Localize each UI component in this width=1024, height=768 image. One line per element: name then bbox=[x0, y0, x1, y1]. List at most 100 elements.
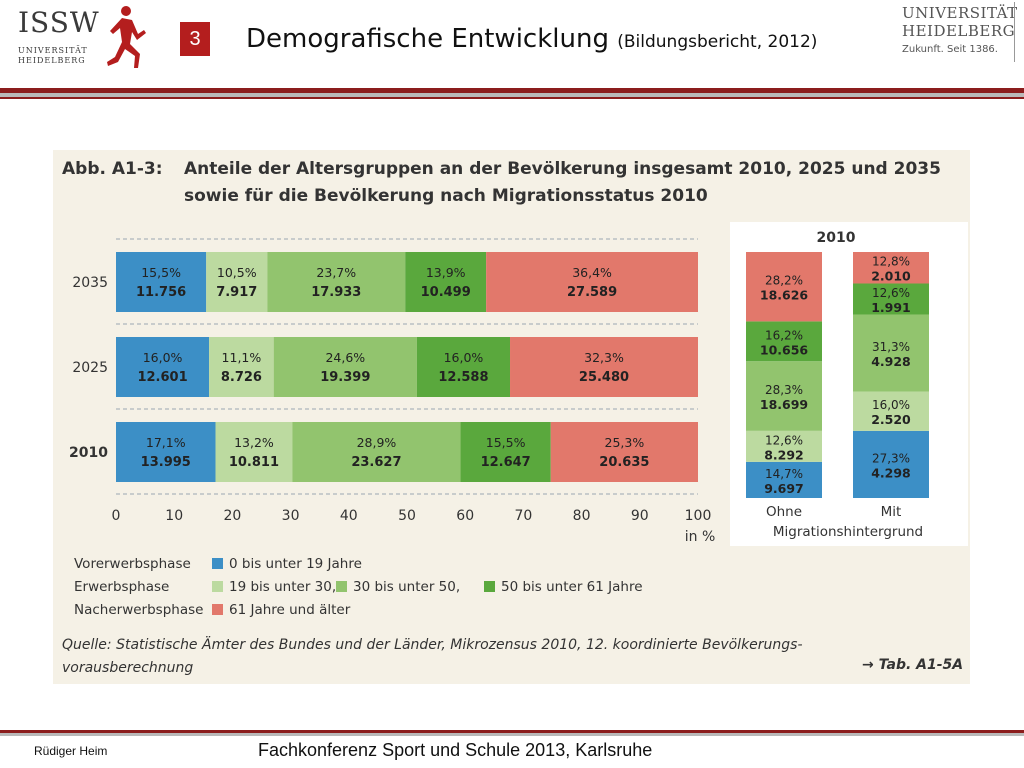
bar-percent-label: 28,9% bbox=[357, 435, 397, 450]
bar-value-label: 10.656 bbox=[760, 342, 809, 357]
bar-value-label: 2.010 bbox=[871, 269, 911, 284]
bar-segment bbox=[853, 391, 929, 431]
issw-logo-subtext: UNIVERSITÄT HEIDELBERG bbox=[18, 46, 88, 66]
bar-percent-label: 16,2% bbox=[765, 328, 803, 342]
bar-segment bbox=[746, 430, 822, 462]
bar-percent-label: 17,1% bbox=[146, 435, 186, 450]
legend-row-pre: Vorerwerbsphase bbox=[74, 556, 191, 572]
legend-item-label: 61 Jahre und älter bbox=[229, 602, 351, 618]
legend-item-label: 0 bis unter 19 Jahre bbox=[229, 556, 362, 572]
figure-title-line2: sowie für die Bevölkerung nach Migration… bbox=[184, 186, 708, 206]
bar-segment bbox=[206, 252, 268, 312]
inset-title: 2010 bbox=[817, 230, 856, 246]
bar-percent-label: 16,0% bbox=[444, 350, 484, 365]
y-tick-label: 2010 bbox=[69, 445, 108, 461]
bar-segment bbox=[460, 422, 551, 482]
bar-percent-label: 28,3% bbox=[765, 383, 803, 397]
x-category-label: Mit bbox=[881, 504, 902, 520]
figure-title-line1: Anteile der Altersgruppen an der Bevölke… bbox=[184, 159, 941, 179]
bar-percent-label: 12,6% bbox=[765, 433, 803, 447]
bar-percent-label: 16,0% bbox=[143, 350, 183, 365]
bar-value-label: 12.601 bbox=[137, 370, 187, 385]
bar-percent-label: 36,4% bbox=[572, 265, 612, 280]
bar-percent-label: 31,3% bbox=[872, 340, 910, 354]
legend-phase-label: Erwerbsphase bbox=[74, 579, 170, 595]
bar-segment bbox=[273, 337, 417, 397]
y-tick-label: 2035 bbox=[72, 275, 108, 291]
x-category-label: Migrationshintergrund bbox=[773, 524, 923, 540]
issw-logo-text: ISSW bbox=[18, 6, 100, 39]
university-logo-motto: Zukunft. Seit 1386. bbox=[902, 44, 998, 55]
source-line2: vorausberechnung bbox=[62, 660, 194, 676]
bar-percent-label: 11,1% bbox=[222, 350, 262, 365]
source-line1: Quelle: Statistische Ämter des Bundes un… bbox=[62, 637, 803, 653]
x-tick-label: 100 bbox=[685, 508, 712, 524]
bar-value-label: 9.697 bbox=[764, 481, 804, 496]
bar-segment bbox=[416, 337, 511, 397]
bar-value-label: 4.298 bbox=[871, 465, 911, 480]
x-tick-label: 40 bbox=[340, 508, 358, 524]
bar-segment bbox=[405, 252, 487, 312]
bar-segment bbox=[215, 422, 293, 482]
bar-segment bbox=[746, 252, 822, 322]
page-title: Demografische Entwicklung (Bildungsberic… bbox=[246, 24, 817, 54]
bar-percent-label: 12,6% bbox=[872, 286, 910, 300]
page-subtitle: (Bildungsbericht, 2012) bbox=[617, 32, 818, 52]
university-logo: UNIVERSITÄT HEIDELBERG Zukunft. Seit 138… bbox=[900, 2, 1018, 62]
bar-percent-label: 10,5% bbox=[217, 265, 257, 280]
bar-percent-label: 15,5% bbox=[141, 265, 181, 280]
x-tick-label: 50 bbox=[398, 508, 416, 524]
bar-value-label: 4.928 bbox=[871, 354, 911, 369]
bar-segment bbox=[116, 337, 210, 397]
legend-item-label: 30 bis unter 50, bbox=[353, 579, 461, 595]
bar-value-label: 23.627 bbox=[351, 455, 401, 470]
bar-percent-label: 16,0% bbox=[872, 398, 910, 412]
legend-item: 50 bis unter 61 Jahre bbox=[484, 579, 643, 595]
x-tick-label: 70 bbox=[514, 508, 532, 524]
header-rule-grey bbox=[0, 93, 1024, 97]
bar-percent-label: 32,3% bbox=[584, 350, 624, 365]
footer-event: Fachkonferenz Sport und Schule 2013, Kar… bbox=[258, 740, 653, 760]
bar-percent-label: 23,7% bbox=[316, 265, 356, 280]
table-reference: → Tab. A1-5A bbox=[862, 657, 964, 673]
bar-segment bbox=[853, 314, 929, 392]
figure-source: Quelle: Statistische Ämter des Bundes un… bbox=[62, 634, 942, 680]
legend-item-label: 19 bis unter 30, bbox=[229, 579, 337, 595]
bar-percent-label: 24,6% bbox=[325, 350, 365, 365]
bar-value-label: 20.635 bbox=[599, 455, 649, 470]
x-tick-label: 20 bbox=[223, 508, 241, 524]
university-logo-line1: UNIVERSITÄT bbox=[902, 4, 1018, 22]
bar-segment bbox=[746, 361, 822, 431]
legend-swatch bbox=[212, 558, 223, 569]
bar-value-label: 1.991 bbox=[871, 300, 911, 315]
footer-rule-grey bbox=[0, 733, 1024, 736]
bar-value-label: 8.726 bbox=[221, 370, 262, 385]
page-title-main: Demografische Entwicklung bbox=[246, 24, 609, 54]
bar-percent-label: 15,5% bbox=[486, 435, 526, 450]
issw-logo: ISSW UNIVERSITÄT HEIDELBERG bbox=[16, 4, 146, 74]
legend-phase-label: Nacherwerbsphase bbox=[74, 602, 204, 618]
slide-number: 3 bbox=[180, 22, 210, 56]
logo-divider bbox=[1014, 2, 1015, 62]
bar-value-label: 13.995 bbox=[141, 455, 191, 470]
legend-item: 19 bis unter 30, bbox=[212, 579, 336, 595]
bar-segment bbox=[267, 252, 406, 312]
bar-percent-label: 14,7% bbox=[765, 467, 803, 481]
x-tick-label: 80 bbox=[573, 508, 591, 524]
bar-percent-label: 25,3% bbox=[605, 435, 645, 450]
bar-segment bbox=[510, 337, 698, 397]
university-logo-line2: HEIDELBERG bbox=[902, 22, 1016, 40]
x-axis-unit: in % bbox=[685, 529, 716, 545]
bar-percent-label: 13,2% bbox=[234, 435, 274, 450]
bar-percent-label: 12,8% bbox=[872, 255, 910, 269]
legend-swatch bbox=[212, 604, 223, 615]
y-tick-label: 2025 bbox=[72, 360, 108, 376]
x-tick-label: 10 bbox=[165, 508, 183, 524]
header-rule-thin bbox=[0, 97, 1024, 99]
x-tick-label: 30 bbox=[282, 508, 300, 524]
x-tick-label: 60 bbox=[456, 508, 474, 524]
figure-label: Abb. A1-3: bbox=[62, 159, 163, 179]
bar-value-label: 12.588 bbox=[438, 370, 488, 385]
legend-item: 61 Jahre und älter bbox=[212, 602, 350, 618]
bar-value-label: 18.626 bbox=[760, 288, 809, 303]
